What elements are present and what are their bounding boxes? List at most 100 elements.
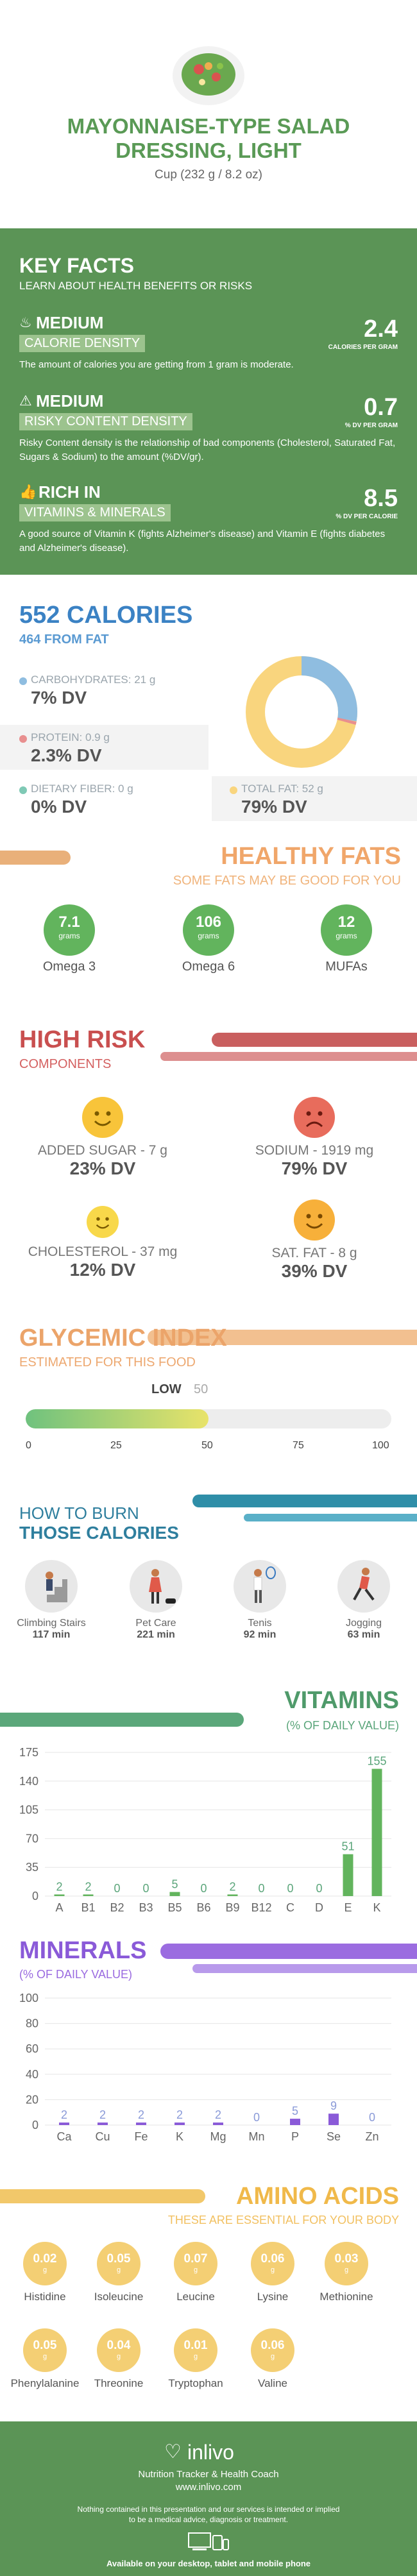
bar-value-B3: 0 [142, 1882, 149, 1895]
x-tick-B2: B2 [110, 1901, 124, 1914]
sodium-item: SODIUM - 1919 mg 79% DV [225, 1097, 404, 1179]
page-title-line2: DRESSING, LIGHT [115, 139, 302, 162]
y-tick-label: 0 [32, 2119, 38, 2131]
petcare-name: Pet Care [135, 1618, 176, 1629]
bar-Ca [59, 2123, 69, 2125]
omega3-item: 7.1 grams Omega 3 [37, 904, 101, 974]
fat-dot [230, 786, 237, 794]
x-tick-B5: B5 [167, 1901, 182, 1914]
amino-value-circle: 0.07 g [174, 2242, 217, 2285]
bar-Fe [136, 2123, 146, 2125]
y-tick-label: 70 [26, 1832, 38, 1845]
fiber-dot [19, 786, 27, 794]
tennis-value: 92 min [243, 1629, 277, 1640]
amino-value: 0.05 [33, 2339, 57, 2352]
fiber-dv: 0% DV [31, 797, 87, 817]
added-sugar-item: ADDED SUGAR - 7 g 23% DV [13, 1097, 192, 1179]
footer: ♡ inlivo Nutrition Tracker & Health Coac… [0, 2421, 417, 2576]
glycemic-subtitle: ESTIMATED FOR THIS FOOD [19, 1355, 196, 1369]
bar-value-B2: 0 [114, 1882, 120, 1895]
protein-label: PROTEIN: 0.9 g [31, 731, 110, 743]
happy-face-icon [87, 1206, 119, 1238]
x-tick-B9: B9 [225, 1901, 239, 1914]
high-risk-section: HIGH RISK COMPONENTS ADDED SUGAR - 7 g 2… [0, 1020, 417, 1321]
bar-value-B12: 0 [258, 1882, 264, 1895]
amino-unit: g [270, 2266, 275, 2274]
glycemic-section: GLYCEMIC INDEX ESTIMATED FOR THIS FOOD L… [0, 1318, 417, 1466]
page-title-line1: MAYONNAISE-TYPE SALAD [67, 114, 350, 138]
bar-value-C: 0 [287, 1882, 293, 1895]
calorie-density-level: MEDIUM [36, 313, 104, 332]
x-tick-K: K [373, 1901, 380, 1914]
x-tick-Mn: Mn [248, 2130, 264, 2143]
risky-density-desc: Risky Content density is the relationshi… [19, 437, 396, 462]
amino-item-tryptophan: 0.01 g Tryptophan [157, 2328, 234, 2390]
stairs-value: 117 min [32, 1629, 71, 1640]
bar-value-Ca: 2 [61, 2108, 67, 2121]
carbs-dv: 7% DV [31, 688, 87, 708]
glycemic-deco-bar [148, 1330, 417, 1345]
vitamins-section: VITAMINS (% OF DAILY VALUE) 0 35 70 105 140 1… [0, 1681, 417, 1924]
amino-value-circle: 0.02 g [23, 2242, 67, 2285]
calories-section: 552 CALORIES 464 FROM FAT CARBOHYDRATES:… [0, 590, 417, 827]
amino-value-circle: 0.04 g [97, 2328, 140, 2372]
x-tick-B3: B3 [139, 1901, 153, 1914]
cholesterol-label: CHOLESTEROL - 37 mg [28, 1244, 178, 1259]
protein-block: PROTEIN: 0.9 g 2.3% DV [0, 725, 208, 770]
amino-item-threonine: 0.04 g Threonine [80, 2328, 157, 2390]
x-tick-P: P [291, 2130, 299, 2143]
amino-item-isoleucine: 0.05 g Isoleucine [80, 2242, 157, 2303]
serving-size: Cup (232 g / 8.2 oz) [155, 168, 262, 182]
bar-value-A: 2 [56, 1880, 62, 1893]
amino-item-lysine: 0.06 g Lysine [234, 2242, 311, 2303]
added-sugar-dv: 23% DV [69, 1158, 136, 1178]
minerals-title: MINERALS [19, 1937, 147, 1964]
jogging-value: 63 min [347, 1629, 380, 1640]
amino-section: AMINO ACIDS THESE ARE ESSENTIAL FOR YOUR… [0, 2178, 417, 2415]
x-tick-Zn: Zn [365, 2130, 379, 2143]
brand-url[interactable]: www.inlivo.com [175, 2482, 242, 2493]
y-tick-label: 100 [19, 1992, 38, 2004]
amino-title: AMINO ACIDS [235, 2183, 399, 2210]
bar-value-D: 0 [316, 1882, 322, 1895]
amino-unit: g [42, 2266, 47, 2274]
amino-item-valine: 0.06 g Valine [234, 2328, 311, 2390]
amino-name: Phenylalanine [10, 2377, 80, 2389]
high-risk-deco-bar2 [160, 1052, 417, 1061]
amino-item-phenylalanine: 0.05 g Phenylalanine [6, 2328, 83, 2390]
amino-unit: g [193, 2266, 198, 2274]
vitamins-subtitle: (% OF DAILY VALUE) [285, 1719, 399, 1732]
glycemic-title: GLYCEMIC INDEX [19, 1325, 227, 1352]
macro-donut-chart [241, 651, 362, 773]
fat-dv: 79% DV [241, 797, 307, 817]
high-risk-subtitle: COMPONENTS [19, 1057, 112, 1071]
bar-Mg [213, 2123, 223, 2125]
bar-A [54, 1894, 65, 1896]
healthy-fats-title: HEALTHY FATS [221, 843, 401, 870]
x-tick-B12: B12 [251, 1901, 271, 1914]
donut-protein-slice [337, 717, 357, 725]
mufa-unit: grams [336, 931, 357, 940]
glycemic-tick-50: 50 [201, 1440, 213, 1451]
protein-dv: 2.3% DV [31, 745, 102, 765]
bar-value-B9: 2 [229, 1880, 235, 1893]
x-tick-Cu: Cu [95, 2130, 110, 2143]
x-tick-K: K [176, 2130, 183, 2143]
bar-Cu [98, 2123, 108, 2125]
bar-value-K: 2 [176, 2108, 183, 2121]
flame-icon: ♨ [19, 314, 32, 330]
omega6-name: Omega 6 [182, 960, 235, 974]
vitamins-title: VITAMINS [284, 1687, 399, 1714]
header: MAYONNAISE-TYPE SALAD DRESSING, LIGHT Cu… [0, 0, 417, 186]
x-tick-D: D [315, 1901, 323, 1914]
amino-value-circle: 0.01 g [174, 2328, 217, 2372]
bar-value-B1: 2 [85, 1880, 91, 1893]
burn-petcare-item: Pet Care 221 min [111, 1560, 201, 1641]
minerals-deco-bar2 [192, 1964, 417, 1973]
glycemic-tick-100: 100 [372, 1440, 389, 1451]
bar-P [290, 2119, 300, 2125]
amino-unit: g [116, 2353, 121, 2360]
amino-unit: g [270, 2353, 275, 2360]
y-tick-label: 80 [26, 2017, 38, 2030]
omega3-unit: grams [58, 931, 80, 940]
